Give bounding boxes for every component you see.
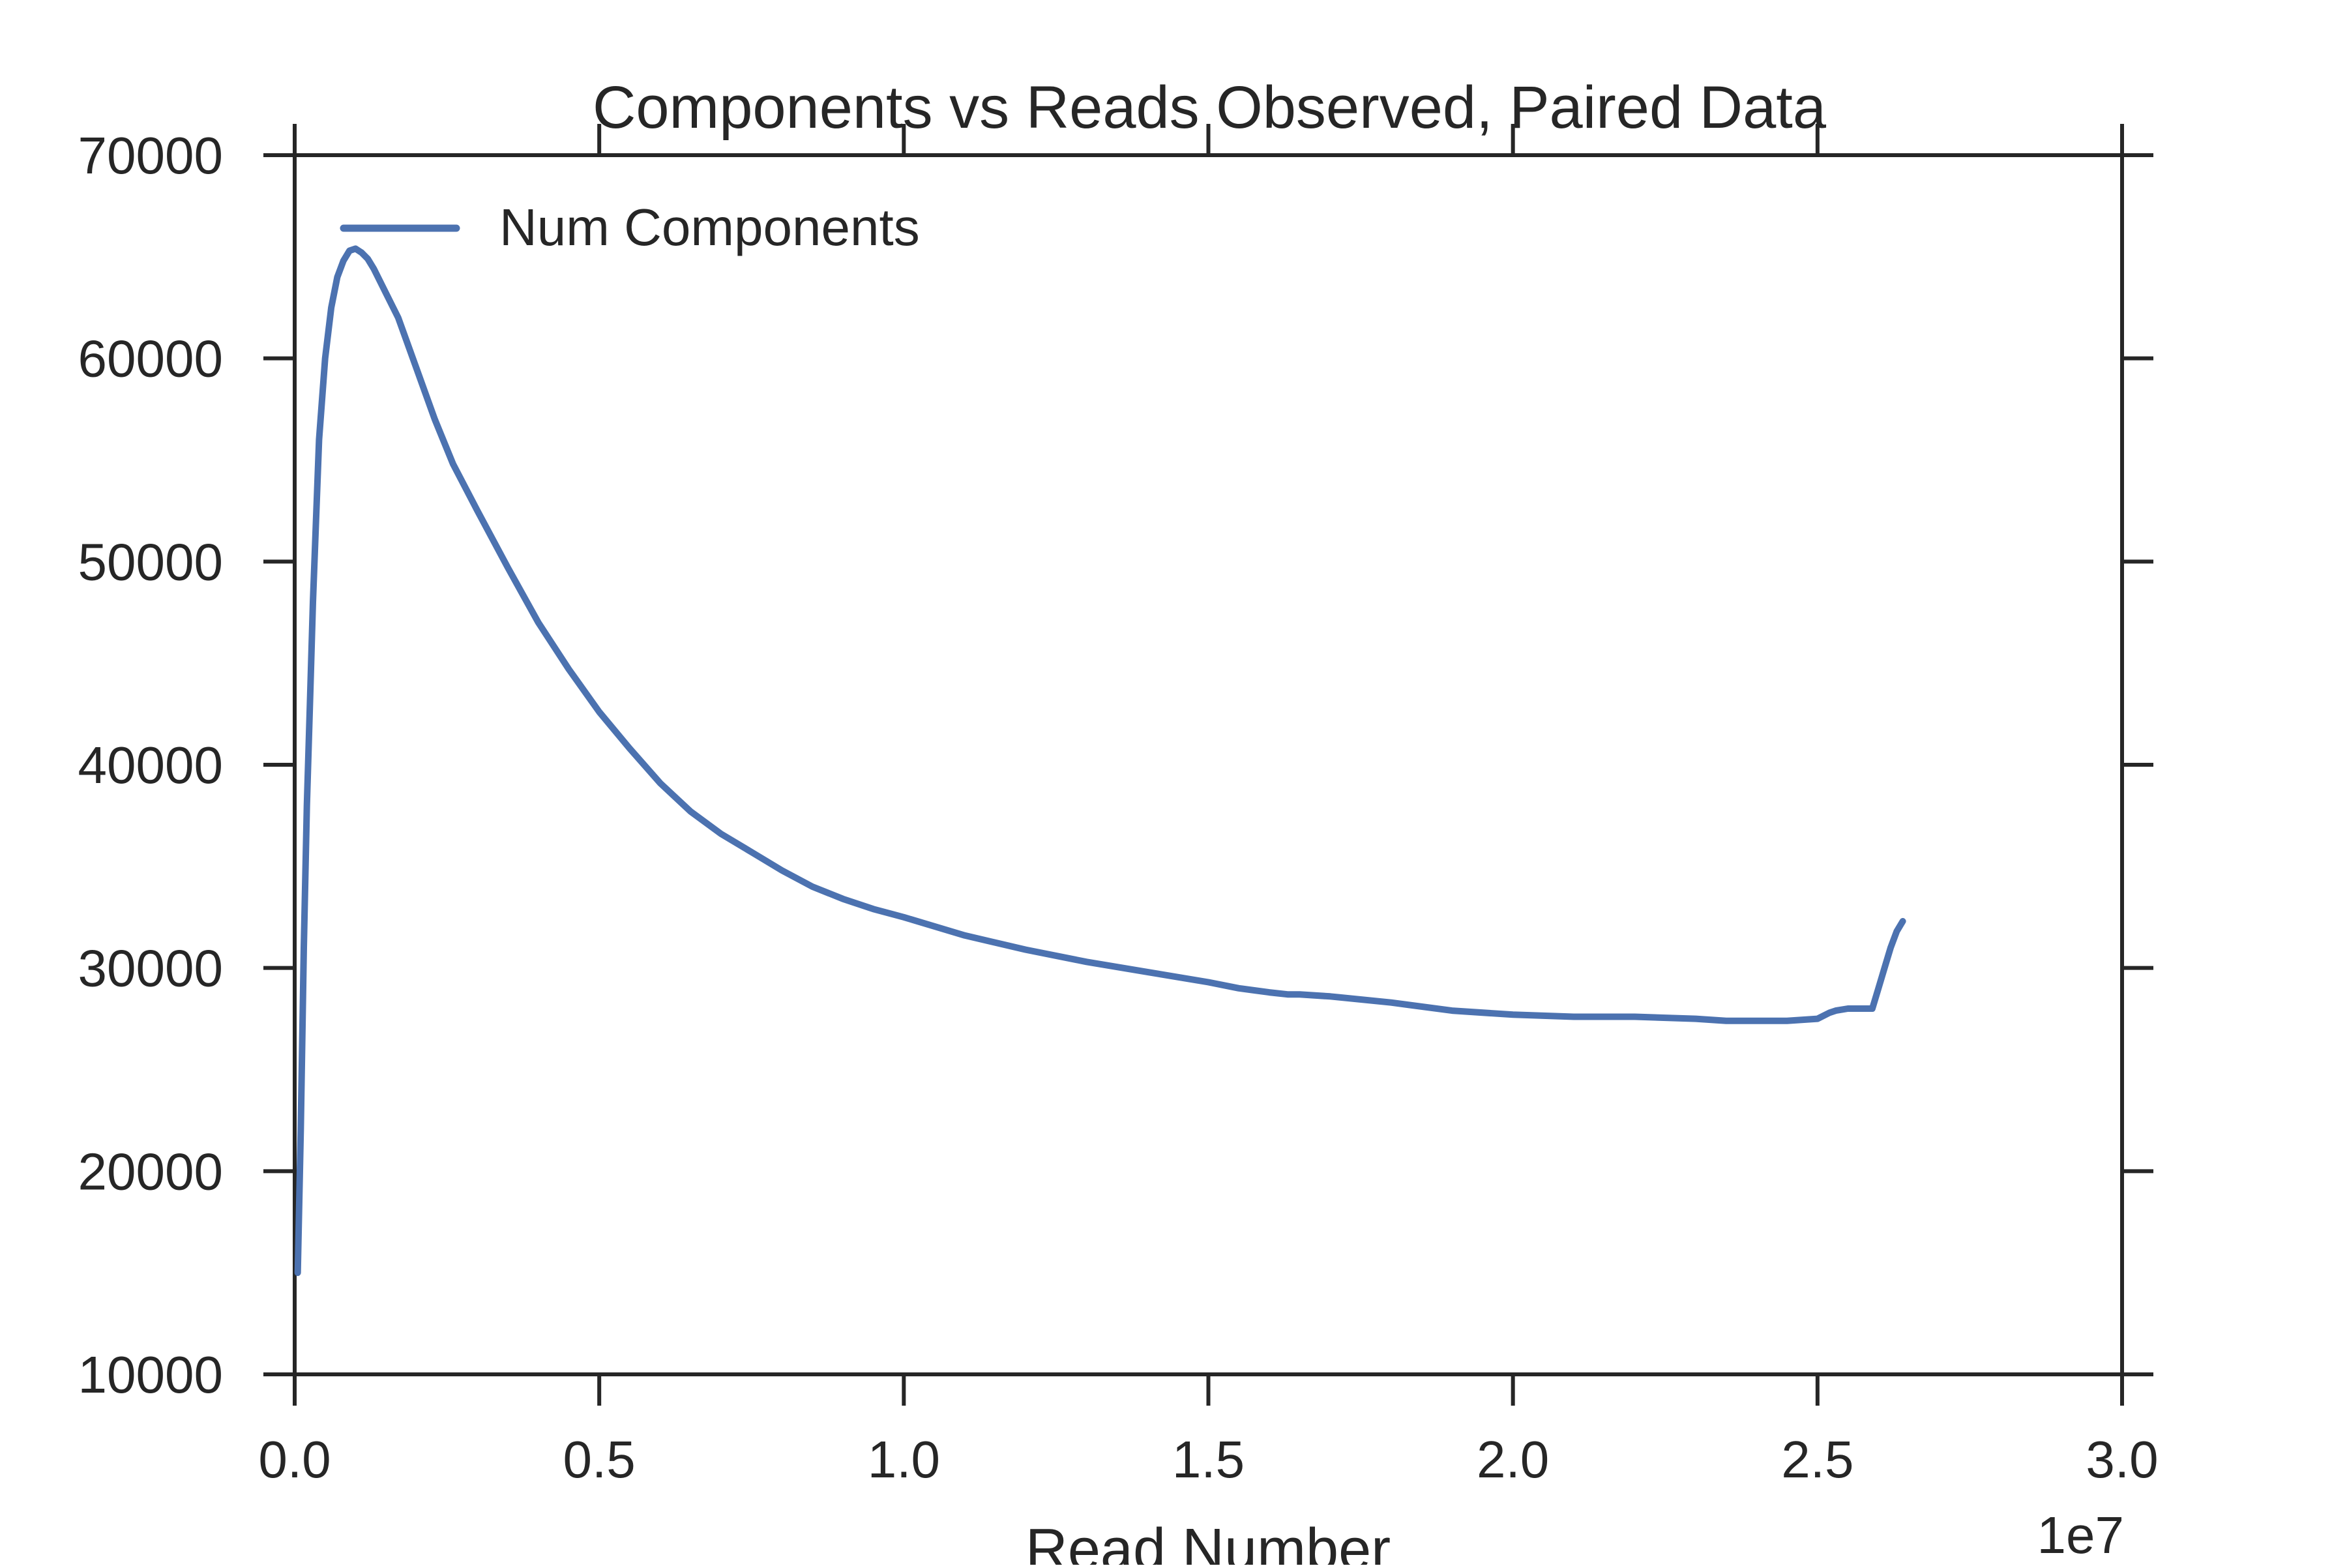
series-line: [294, 245, 1906, 1277]
y-tick-label: 10000: [78, 1346, 223, 1404]
x-axis-exponent-label: 1e7: [2037, 1506, 2124, 1564]
x-tick-label: 1.0: [868, 1430, 940, 1488]
y-tick-label: 20000: [78, 1142, 223, 1200]
x-axis-label: Read Number: [1026, 1517, 1391, 1565]
y-tick-label: 40000: [78, 736, 223, 794]
y-tick-label: 60000: [78, 330, 223, 388]
y-tick-label: 30000: [78, 939, 223, 998]
x-tick-label: 0.0: [258, 1430, 331, 1488]
x-tick-label: 3.0: [2086, 1430, 2158, 1488]
x-tick-label: 1.5: [1172, 1430, 1245, 1488]
legend-label: Num Components: [499, 198, 920, 256]
y-tick-label: 50000: [78, 533, 223, 591]
series-layer: [294, 245, 1906, 1277]
x-tick-label: 2.0: [1477, 1430, 1549, 1488]
legend: Num Components: [340, 198, 920, 256]
x-tick-label: 0.5: [563, 1430, 636, 1488]
x-tick-label: 2.5: [1781, 1430, 1853, 1488]
axes: 0.0 0.5 1.0 1.5 2.0 2.5 3.0 10000 20000 30000 4000…: [78, 124, 2159, 1488]
plot-frame: [293, 153, 2124, 1376]
y-tick-label: 70000: [78, 126, 223, 185]
